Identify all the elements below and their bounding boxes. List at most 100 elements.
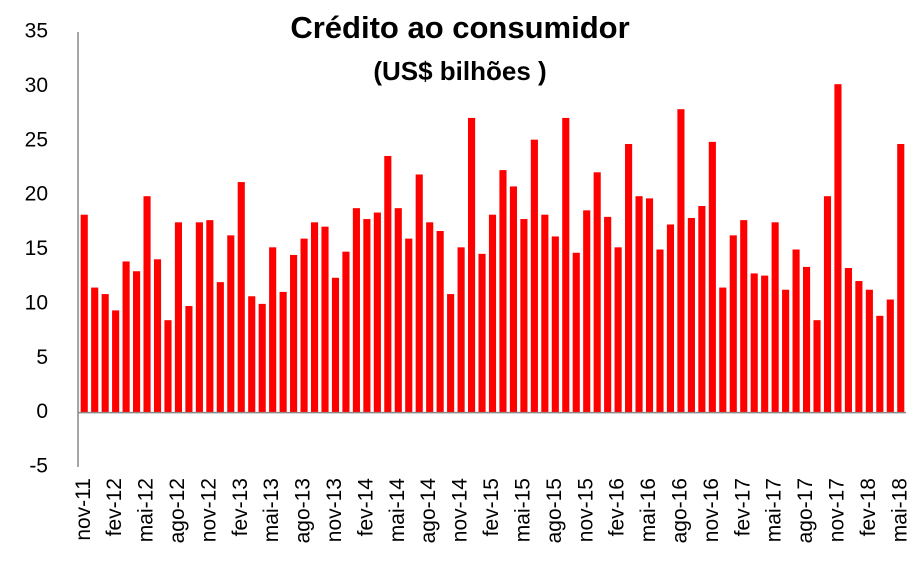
bar: [310, 222, 319, 413]
bar: [394, 208, 402, 413]
bar: [625, 144, 633, 413]
y-tick-label: 20: [25, 183, 48, 206]
bar: [813, 320, 821, 413]
bar: [876, 315, 884, 413]
bar: [719, 287, 727, 413]
y-tick-label: 35: [25, 20, 48, 43]
bar: [583, 210, 591, 413]
x-tick-label: nov-15: [574, 478, 597, 542]
x-tick-label: nov-17: [826, 478, 849, 542]
x-tick-label: nov-12: [197, 478, 220, 542]
y-tick-label: 10: [25, 291, 48, 314]
x-tick-label: fev-14: [354, 478, 377, 537]
x-tick-label: fev-18: [857, 478, 880, 536]
bar: [834, 84, 842, 413]
bar: [174, 222, 183, 413]
x-tick-label: fev-15: [480, 478, 503, 536]
bar: [499, 170, 507, 413]
x-tick-label: ago-13: [292, 478, 315, 543]
bar: [740, 220, 748, 413]
bar: [227, 235, 235, 413]
bar: [101, 294, 109, 413]
bar: [698, 206, 706, 413]
bar: [80, 214, 88, 413]
x-tick-label: mai-14: [386, 478, 409, 543]
bar: [185, 306, 193, 413]
bar: [153, 259, 162, 413]
bar: [384, 155, 392, 413]
bar: [645, 198, 654, 413]
bar: [614, 247, 622, 413]
bar: [761, 275, 769, 413]
bar: [457, 247, 465, 413]
x-tick-label: fev-13: [229, 478, 252, 536]
bar: [593, 172, 601, 413]
chart-subtitle: (US$ bilhões ): [373, 56, 546, 86]
bar: [195, 222, 203, 413]
bar: [436, 231, 444, 413]
bar: [248, 296, 256, 413]
bar: [91, 287, 99, 413]
bar: [488, 214, 497, 413]
x-tick-label: mai-17: [763, 478, 786, 542]
bar: [897, 144, 905, 413]
bar: [562, 117, 570, 413]
x-tick-label: ago-17: [794, 478, 817, 543]
bar: [478, 253, 486, 413]
bar: [509, 186, 517, 413]
bar: [782, 289, 790, 413]
bar: [342, 251, 350, 413]
y-tick-label: 25: [25, 128, 48, 151]
bar: [143, 196, 151, 413]
bar: [290, 254, 298, 413]
bar: [269, 247, 277, 413]
y-tick-label: 30: [25, 74, 48, 97]
bar: [373, 212, 381, 413]
bar: [279, 291, 287, 413]
bar: [635, 196, 643, 413]
bar: [855, 281, 863, 413]
bar: [237, 182, 245, 413]
bar: [551, 236, 559, 413]
bar: [865, 289, 873, 413]
bar: [331, 277, 340, 413]
bar: [541, 214, 549, 413]
x-tick-label: nov-11: [72, 478, 95, 541]
bar: [216, 282, 224, 413]
bar: [823, 196, 832, 413]
bar: [363, 219, 371, 413]
x-tick-label: mai-12: [135, 478, 158, 542]
bar: [666, 224, 675, 413]
bar: [677, 109, 685, 413]
bar: [656, 249, 664, 413]
bar: [604, 216, 612, 413]
bar: [729, 235, 737, 413]
x-tick-label: mai-18: [888, 478, 911, 542]
bar: [447, 294, 455, 413]
bar: [133, 271, 141, 413]
x-tick-label: fev-12: [103, 478, 126, 536]
x-tick-label: nov-14: [449, 478, 472, 543]
bar: [112, 310, 120, 413]
bar: [802, 266, 811, 413]
x-tick-label: mai-15: [511, 478, 534, 542]
bar: [886, 299, 894, 413]
bar: [792, 249, 800, 413]
x-tick-label: ago-14: [417, 478, 440, 544]
bar: [300, 238, 308, 413]
bar: [164, 320, 172, 413]
x-tick-label: mai-13: [260, 478, 283, 542]
bar: [321, 226, 329, 413]
x-tick-label: fev-17: [731, 478, 754, 536]
bar: [687, 217, 695, 413]
bar: [572, 252, 580, 413]
bar: [844, 267, 852, 413]
y-tick-label: -5: [29, 455, 48, 478]
bar: [122, 261, 130, 413]
y-tick-label: 15: [25, 237, 48, 260]
bar: [750, 273, 758, 413]
x-tick-label: ago-16: [668, 478, 691, 543]
bar: [258, 303, 266, 413]
bar: [530, 139, 538, 413]
